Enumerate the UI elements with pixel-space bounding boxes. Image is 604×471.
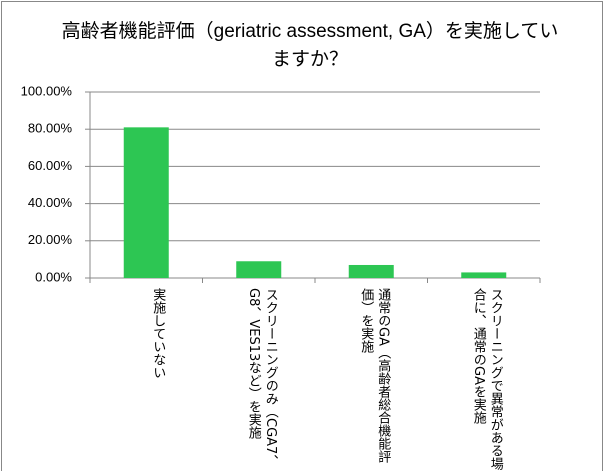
x-tick-label: 通常のGA（高齢者総合機能評価）を実施 [358,288,391,463]
bar [348,264,394,278]
chart-title: 高齢者機能評価（geriatric assessment, GA）を実施していま… [61,21,559,70]
x-tick-label: スクリーニングで異常がある場合に、通常のGAを実施 [470,288,503,470]
bar [236,261,282,278]
y-tick-label: 20.00% [28,232,73,247]
bar [123,127,169,278]
x-tick-label: 実施していない [150,288,166,379]
y-tick-label: 80.00% [28,121,73,136]
y-tick-label: 0.00% [35,269,72,284]
x-tick-label: スクリーニングのみ（CGA7、G8、VES13など）を実施 [245,288,278,468]
y-tick-label: 60.00% [28,158,73,173]
bar [461,272,507,278]
y-tick-label: 100.00% [21,83,73,98]
y-tick-label: 40.00% [28,195,73,210]
